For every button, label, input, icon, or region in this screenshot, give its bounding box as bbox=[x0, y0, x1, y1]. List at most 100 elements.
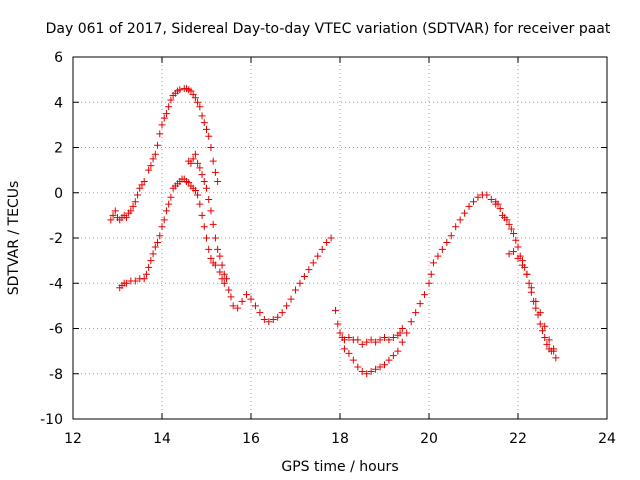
data-point bbox=[438, 245, 446, 253]
data-point bbox=[211, 168, 219, 176]
data-point bbox=[532, 297, 540, 305]
data-point bbox=[492, 200, 500, 208]
data-point bbox=[429, 259, 437, 267]
data-point bbox=[203, 125, 210, 133]
data-point bbox=[122, 214, 130, 222]
data-point bbox=[234, 304, 242, 312]
data-point bbox=[434, 252, 442, 260]
data-point bbox=[510, 248, 518, 256]
data-point bbox=[283, 302, 291, 310]
data-point bbox=[367, 336, 375, 344]
data-point bbox=[109, 211, 117, 219]
y-tick-label: 2 bbox=[54, 141, 63, 157]
data-point bbox=[154, 141, 162, 149]
data-point bbox=[512, 236, 520, 244]
data-point bbox=[165, 103, 173, 111]
data-point bbox=[145, 166, 153, 174]
data-point bbox=[385, 356, 393, 364]
data-point bbox=[274, 313, 282, 321]
data-point bbox=[372, 338, 380, 346]
data-point bbox=[176, 86, 184, 94]
data-point bbox=[552, 354, 560, 362]
x-tick-label: 22 bbox=[509, 431, 527, 447]
data-point bbox=[505, 220, 513, 228]
data-point bbox=[131, 277, 139, 285]
data-point bbox=[510, 229, 518, 237]
data-point bbox=[131, 198, 139, 206]
x-tick-label: 14 bbox=[153, 431, 171, 447]
data-point bbox=[207, 207, 215, 215]
data-point bbox=[474, 193, 482, 201]
data-point bbox=[145, 263, 153, 271]
data-point bbox=[198, 211, 206, 219]
data-point bbox=[200, 177, 208, 185]
data-point bbox=[394, 347, 402, 355]
data-point bbox=[327, 234, 335, 242]
data-point bbox=[340, 345, 348, 353]
data-point bbox=[154, 239, 162, 247]
data-point bbox=[336, 329, 344, 337]
data-point bbox=[205, 196, 213, 204]
series-lower-evening-upper-band bbox=[332, 306, 406, 348]
series-lower-evening-lower-band bbox=[340, 191, 500, 378]
data-point bbox=[149, 155, 157, 163]
data-point bbox=[223, 275, 231, 283]
data-point bbox=[403, 329, 411, 337]
data-point bbox=[111, 207, 119, 215]
data-point bbox=[381, 361, 388, 369]
data-point bbox=[196, 103, 204, 111]
data-point bbox=[412, 309, 420, 317]
series-lower-scatter-early-peak bbox=[185, 150, 231, 283]
x-tick-label: 24 bbox=[598, 431, 616, 447]
y-tick-label: -6 bbox=[49, 322, 63, 338]
data-point bbox=[269, 315, 277, 323]
data-point bbox=[200, 119, 208, 127]
data-point bbox=[507, 225, 515, 233]
data-point bbox=[191, 94, 199, 102]
data-point bbox=[156, 130, 164, 138]
data-point bbox=[323, 239, 331, 247]
data-point bbox=[218, 261, 226, 269]
data-point bbox=[220, 279, 228, 287]
data-point bbox=[461, 209, 469, 217]
y-tick-label: -8 bbox=[49, 367, 63, 383]
data-point bbox=[203, 184, 210, 192]
data-point bbox=[349, 356, 357, 364]
data-point bbox=[187, 159, 195, 167]
data-point bbox=[149, 250, 157, 258]
data-point bbox=[147, 162, 155, 170]
data-point bbox=[523, 270, 531, 278]
data-point bbox=[465, 202, 473, 210]
data-point bbox=[147, 257, 155, 265]
data-point bbox=[191, 186, 199, 194]
data-point bbox=[207, 254, 215, 262]
data-points bbox=[107, 85, 560, 378]
data-point bbox=[251, 302, 259, 310]
data-point bbox=[367, 367, 375, 375]
y-tick-label: -2 bbox=[49, 231, 63, 247]
data-point bbox=[503, 216, 511, 224]
data-point bbox=[470, 198, 477, 206]
data-point bbox=[203, 234, 210, 242]
data-point bbox=[142, 270, 150, 278]
data-point bbox=[160, 114, 168, 122]
y-tick-label: 6 bbox=[54, 50, 63, 66]
data-point bbox=[243, 291, 251, 299]
ticks bbox=[72, 56, 608, 420]
data-point bbox=[205, 245, 213, 253]
y-tick-label: 4 bbox=[54, 95, 63, 111]
data-point bbox=[205, 132, 213, 140]
data-point bbox=[129, 202, 137, 210]
data-point bbox=[487, 196, 495, 204]
data-point bbox=[165, 200, 173, 208]
data-point bbox=[278, 309, 286, 317]
data-point bbox=[167, 193, 175, 201]
data-point bbox=[160, 216, 168, 224]
data-point bbox=[134, 191, 142, 199]
data-point bbox=[538, 327, 546, 335]
data-point bbox=[260, 315, 268, 323]
data-point bbox=[292, 286, 299, 294]
data-point bbox=[452, 223, 460, 231]
data-point bbox=[456, 216, 464, 224]
x-tick-labels: 12 14 16 18 20 22 24 bbox=[64, 431, 616, 447]
